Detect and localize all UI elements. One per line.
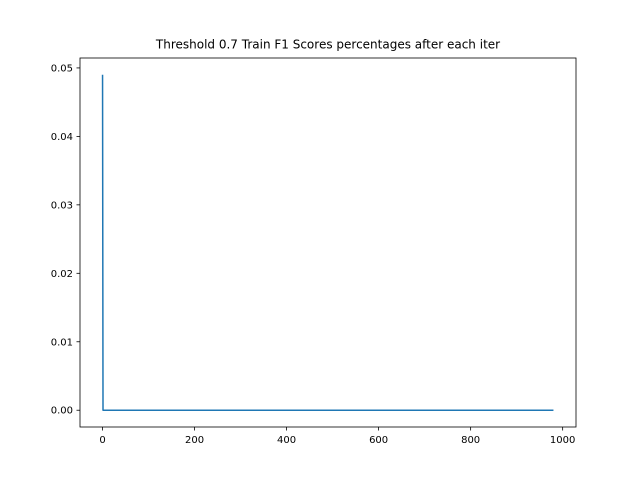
- x-tick-label-1: 200: [185, 435, 204, 446]
- x-tick-label-4: 800: [461, 435, 480, 446]
- plot-area: [101, 74, 554, 411]
- y-tick-label-1: 0.01: [51, 337, 73, 348]
- x-tick-label-0: 0: [99, 435, 105, 446]
- axes-frame: [79, 57, 577, 428]
- y-tick-label-2: 0.02: [51, 269, 73, 280]
- series-line-0: [101, 74, 554, 411]
- y-tick-label-4: 0.04: [51, 132, 73, 143]
- x-tick-label-3: 600: [369, 435, 388, 446]
- chart-title: Threshold 0.7 Train F1 Scores percentage…: [155, 38, 500, 52]
- axes: 0 200 400 600 800 1000 0.00 0.01 0.02 0.03 0.04 0.0…: [51, 57, 577, 446]
- x-tick-label-2: 400: [277, 435, 296, 446]
- y-tick-label-3: 0.03: [51, 200, 73, 211]
- y-tick-label-5: 0.05: [51, 63, 73, 74]
- y-tick-label-0: 0.00: [51, 406, 73, 417]
- x-tick-label-5: 1000: [550, 435, 575, 446]
